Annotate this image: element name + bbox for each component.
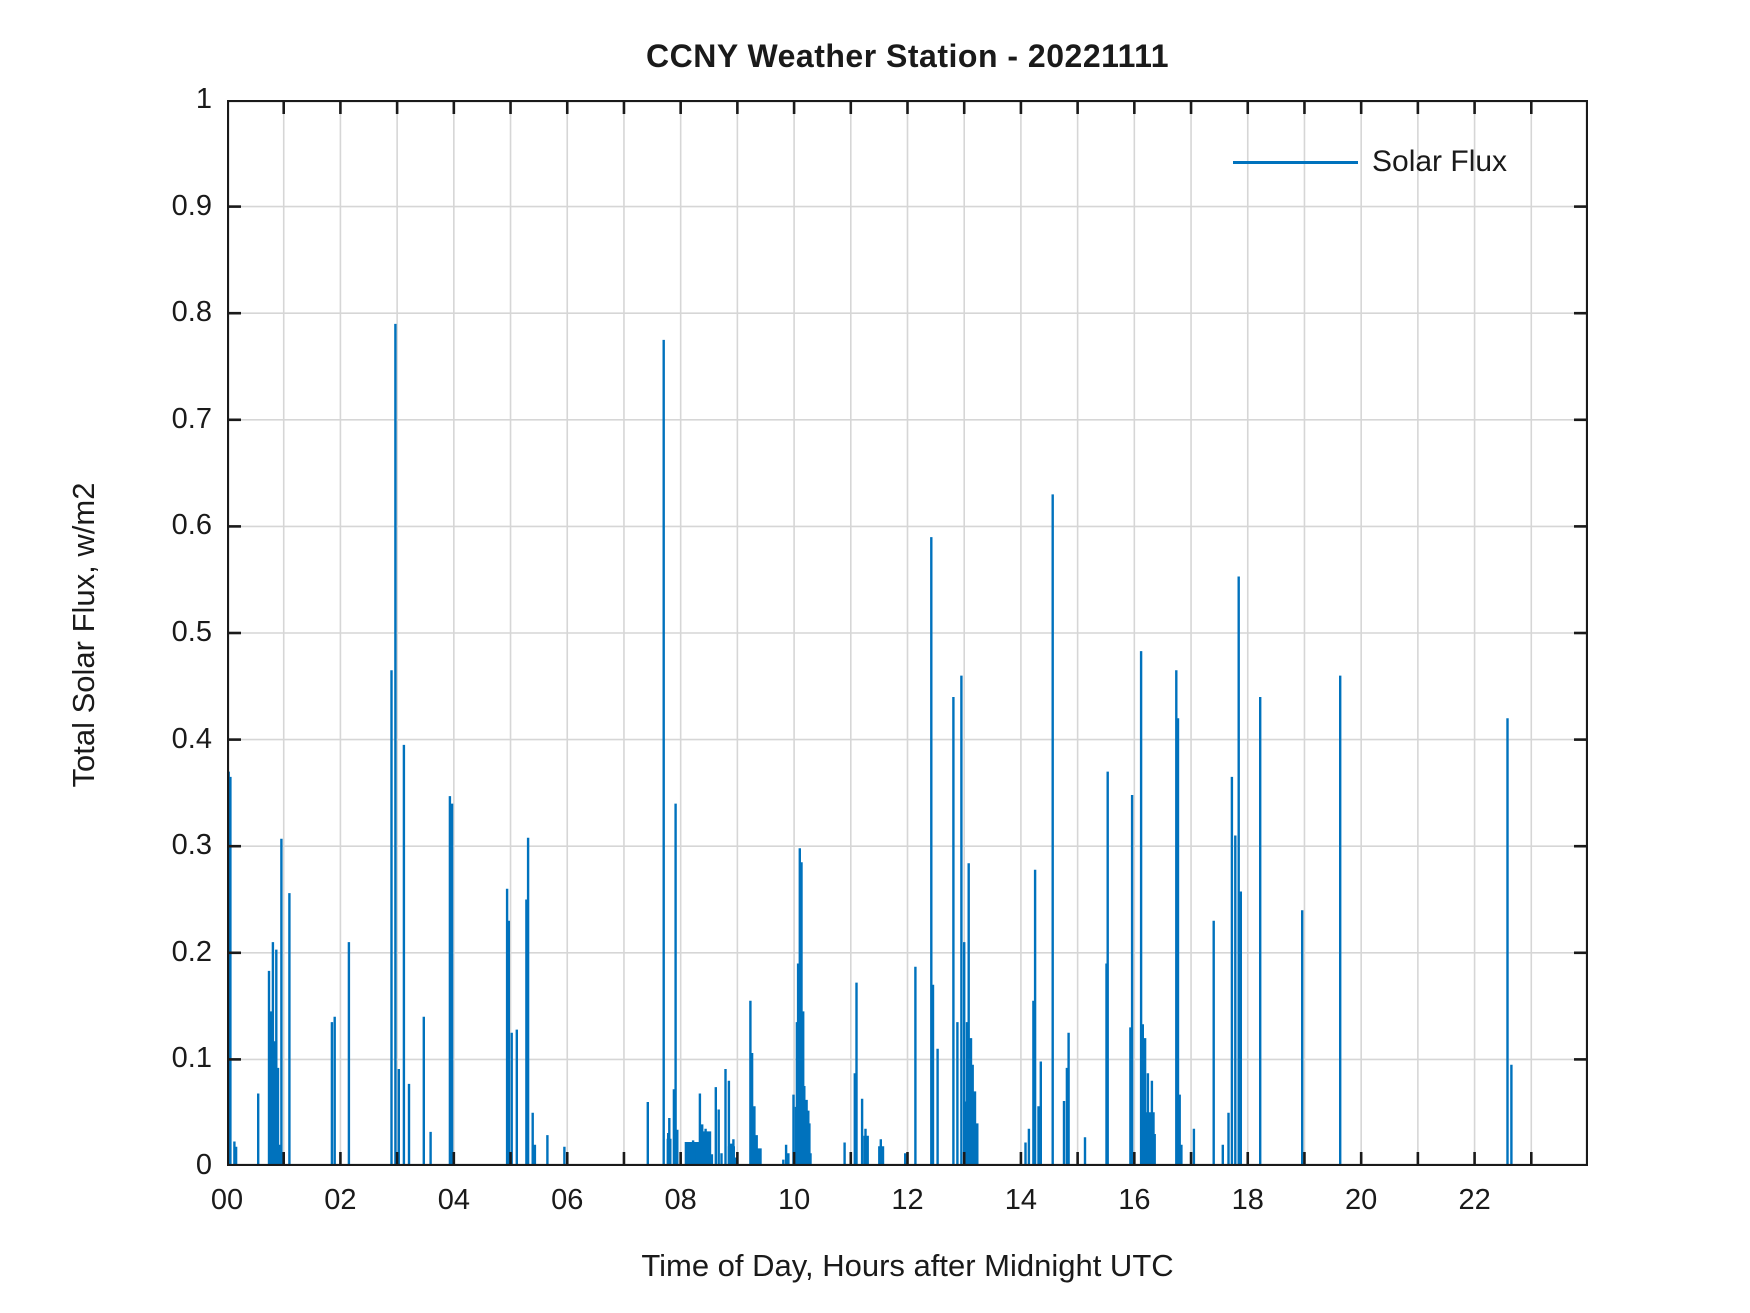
legend: Solar Flux [1233,145,1508,178]
x-tick-label: 16 [1118,1184,1151,1216]
y-tick-label: 0.1 [171,1042,212,1075]
x-tick-label: 22 [1458,1184,1491,1216]
y-tick-label: 0.8 [171,296,212,329]
x-tick-label: 18 [1231,1184,1264,1216]
solar-flux-series [227,323,1513,1166]
y-tick-label: 0.4 [171,722,212,755]
y-tick-label: 0.2 [171,935,212,968]
x-axis-label: Time of Day, Hours after Midnight UTC [641,1248,1174,1283]
y-tick-label: 0 [195,1149,212,1181]
x-tick-label: 10 [777,1184,811,1216]
x-tick-label: 12 [891,1184,924,1216]
x-tick-label: 02 [324,1184,357,1216]
x-tick-label: 00 [210,1184,244,1216]
chart-title: CCNY Weather Station - 20221111 [646,38,1169,74]
y-tick-label: 0.3 [171,829,212,862]
solar-flux-dense-bands [269,891,1242,1166]
plot-area [227,100,1588,1166]
y-tick-label: 1 [195,83,212,115]
y-tick-label: 0.5 [171,616,212,648]
x-tick-label: 20 [1345,1184,1378,1216]
legend-label: Solar Flux [1372,145,1508,178]
y-tick-label: 0.7 [171,402,212,435]
x-tick-label: 06 [551,1184,584,1216]
y-tick-label: 0.6 [171,509,212,542]
y-tick-label: 0.9 [171,189,212,222]
x-tick-label: 04 [437,1184,470,1216]
x-tick-label: 14 [1004,1184,1038,1216]
legend-line-sample [1233,160,1358,164]
y-axis-label: Total Solar Flux, w/m2 [66,482,101,788]
x-tick-label: 08 [664,1184,697,1216]
